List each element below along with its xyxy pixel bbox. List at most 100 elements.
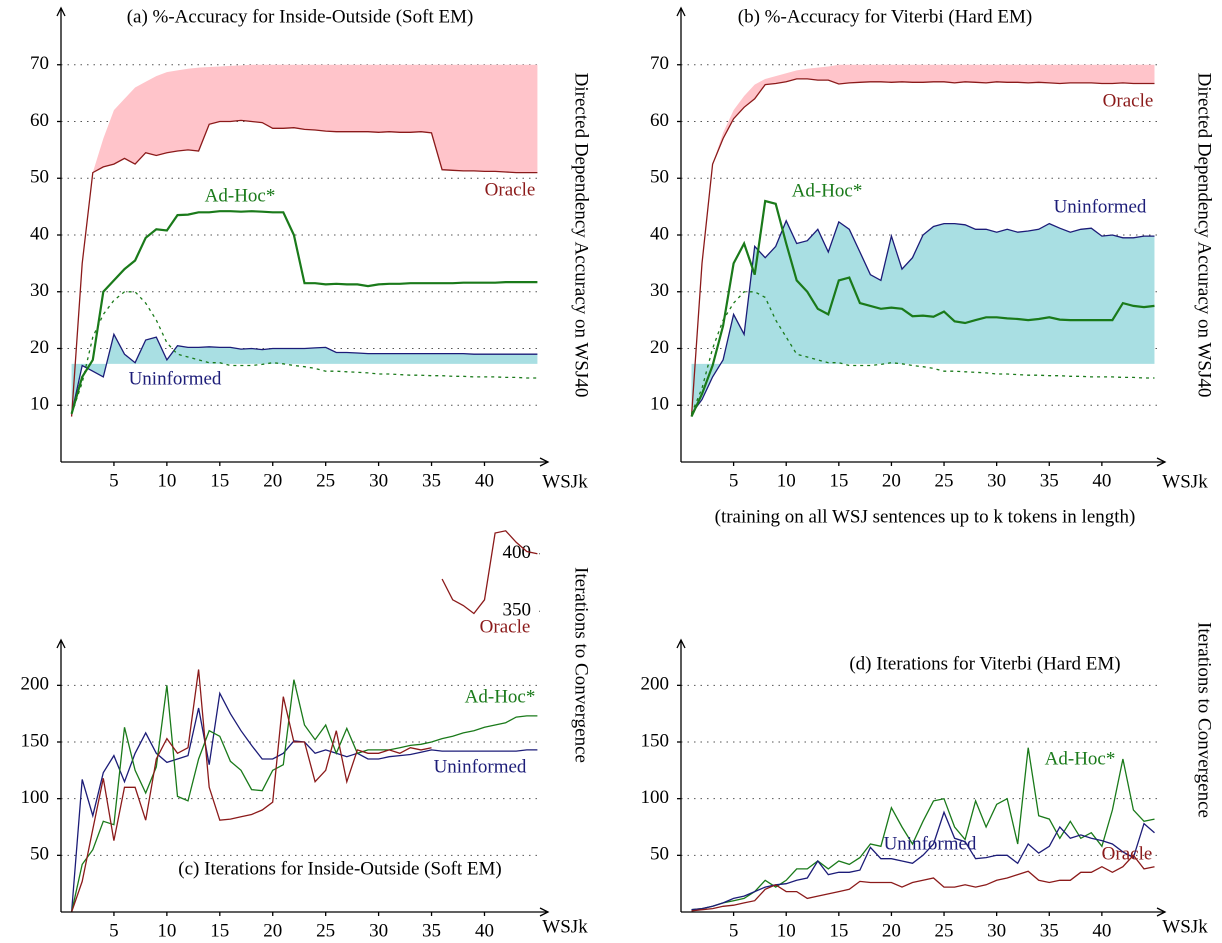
area xyxy=(92,64,538,173)
y2-tick-label: 400 xyxy=(503,542,532,563)
x-tick-label: 35 xyxy=(422,470,441,491)
x-tick-label: 25 xyxy=(935,920,954,941)
series-label: Ad-Hoc* xyxy=(205,185,276,206)
x-tick-label: 5 xyxy=(729,920,739,941)
arrow xyxy=(539,457,550,467)
x-tick-label: 20 xyxy=(882,470,901,491)
line xyxy=(690,78,1155,417)
x-tick-label: 5 xyxy=(109,470,119,491)
x-tick-label: 40 xyxy=(475,470,494,491)
series-label: Uninformed xyxy=(129,368,222,389)
y-tick-label: 200 xyxy=(21,674,50,695)
x-tick-label: 10 xyxy=(157,920,176,941)
line xyxy=(441,530,538,615)
x-tick-label: 40 xyxy=(1092,920,1111,941)
x-tick-label: 35 xyxy=(422,920,441,941)
line xyxy=(691,854,1155,912)
y-tick-label: 50 xyxy=(650,167,669,188)
y-tick-label: 20 xyxy=(650,337,669,358)
y-tick-label: 30 xyxy=(650,280,669,301)
y-tick-label: 70 xyxy=(30,53,49,74)
y-tick-label: 200 xyxy=(641,674,670,695)
x-tick-label: 30 xyxy=(987,920,1006,941)
x-tick-label: 10 xyxy=(777,920,796,941)
x-tick-label: 15 xyxy=(210,920,229,941)
series-label: Oracle xyxy=(480,616,531,637)
y-tick-label: 150 xyxy=(641,730,670,751)
line xyxy=(691,810,1155,911)
x-axis-label: WSJk xyxy=(1162,471,1208,492)
annotation: (training on all WSJ sentences up to k t… xyxy=(715,506,1136,527)
x-tick-label: 5 xyxy=(729,470,739,491)
y-tick-label: 100 xyxy=(21,787,50,808)
area xyxy=(691,220,1155,414)
arrow xyxy=(676,638,686,649)
arrow xyxy=(1156,457,1167,467)
series-label: Oracle xyxy=(485,179,536,200)
line xyxy=(70,332,538,414)
series-label: Ad-Hoc* xyxy=(465,686,536,707)
y-tick-label: 10 xyxy=(30,394,49,415)
x-tick-label: 25 xyxy=(316,920,335,941)
line xyxy=(690,199,1155,418)
arrow xyxy=(56,638,66,649)
x-tick-label: 5 xyxy=(109,920,119,941)
line xyxy=(70,679,538,913)
x-tick-label: 20 xyxy=(263,470,282,491)
x-tick-label: 15 xyxy=(829,920,848,941)
line xyxy=(70,119,538,417)
series-label: Uninformed xyxy=(434,756,527,777)
x-tick-label: 30 xyxy=(987,470,1006,491)
line xyxy=(691,747,1155,911)
x-tick-label: 20 xyxy=(882,920,901,941)
line xyxy=(690,291,1155,415)
y-axis-label: Directed Dependency Accuracy on WSJ40 xyxy=(1194,73,1215,398)
x-tick-label: 10 xyxy=(157,470,176,491)
x-tick-label: 30 xyxy=(369,920,388,941)
series-label: Oracle xyxy=(1103,90,1154,111)
y-tick-label: 30 xyxy=(30,280,49,301)
y-axis-label: Directed Dependency Accuracy on WSJ40 xyxy=(571,73,592,398)
x-tick-label: 15 xyxy=(210,470,229,491)
line xyxy=(70,291,538,415)
arrow xyxy=(539,907,550,917)
panel-title: (a) %-Accuracy for Inside-Outside (Soft … xyxy=(127,6,474,27)
x-tick-label: 10 xyxy=(777,470,796,491)
panel-title: (b) %-Accuracy for Viterbi (Hard EM) xyxy=(738,6,1032,27)
x-axis-label: WSJk xyxy=(542,471,588,492)
series-label: Ad-Hoc* xyxy=(792,180,863,201)
series-label: Ad-Hoc* xyxy=(1045,748,1116,769)
y-tick-label: 50 xyxy=(650,844,669,865)
x-axis-label: WSJk xyxy=(542,916,588,937)
y-tick-label: 20 xyxy=(30,337,49,358)
y-tick-label: 100 xyxy=(641,787,670,808)
x-tick-label: 15 xyxy=(829,470,848,491)
panel-title: (d) Iterations for Viterbi (Hard EM) xyxy=(849,653,1120,674)
x-axis-label: WSJk xyxy=(1162,916,1208,937)
y-tick-label: 50 xyxy=(30,167,49,188)
series-label: Uninformed xyxy=(884,833,977,854)
y-tick-label: 60 xyxy=(650,110,669,131)
y-tick-label: 10 xyxy=(650,394,669,415)
y-tick-label: 40 xyxy=(30,223,49,244)
y-axis-label: Iterations to Convergence xyxy=(571,567,592,763)
x-tick-label: 40 xyxy=(1092,470,1111,491)
series-label: Oracle xyxy=(1102,843,1153,864)
x-tick-label: 40 xyxy=(475,920,494,941)
line xyxy=(690,219,1155,415)
y2-tick-label: 350 xyxy=(503,600,532,621)
y-tick-label: 70 xyxy=(650,53,669,74)
x-tick-label: 35 xyxy=(1040,470,1059,491)
x-tick-label: 35 xyxy=(1040,920,1059,941)
x-tick-label: 25 xyxy=(935,470,954,491)
x-tick-label: 25 xyxy=(316,470,335,491)
arrow xyxy=(56,6,66,17)
y-tick-label: 150 xyxy=(21,730,50,751)
y-tick-label: 60 xyxy=(30,110,49,131)
x-tick-label: 30 xyxy=(369,470,388,491)
line xyxy=(70,210,538,415)
series-label: Uninformed xyxy=(1054,196,1147,217)
line xyxy=(70,669,432,913)
arrow xyxy=(1156,907,1167,917)
panel-title: (c) Iterations for Inside-Outside (Soft … xyxy=(178,858,501,879)
